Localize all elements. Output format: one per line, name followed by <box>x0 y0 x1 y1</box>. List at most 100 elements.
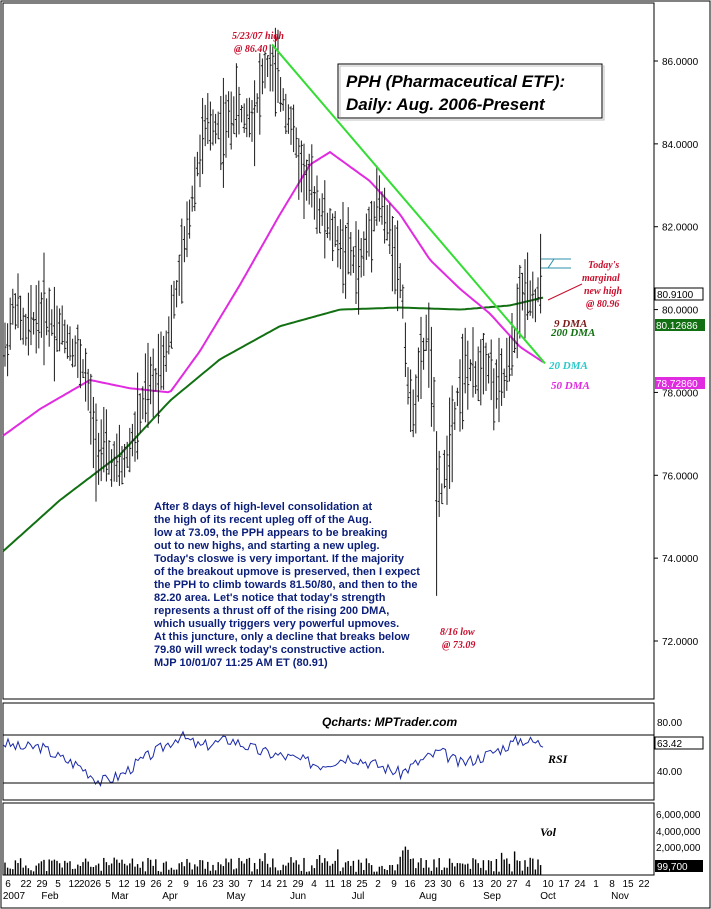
x-axis-day-label: 2026 <box>79 879 102 890</box>
downtrend-line <box>271 43 546 365</box>
x-axis-day-label: 6 <box>5 879 11 890</box>
x-axis-day-label: 30 <box>228 879 240 890</box>
x-axis-day-label: 24 <box>574 879 586 890</box>
commentary-line: low at 73.09, the PPH appears to be brea… <box>154 527 388 539</box>
price-panel <box>2 2 655 700</box>
x-axis-day-label: 29 <box>36 879 48 890</box>
x-axis-day-label: 12 <box>68 879 80 890</box>
x-axis-month-label: May <box>227 891 246 902</box>
x-axis-day-label: 9 <box>391 879 397 890</box>
x-axis-day-label: 2 <box>375 879 381 890</box>
rsi-line <box>2 730 544 787</box>
x-axis-day-label: 14 <box>260 879 272 890</box>
x-axis-day-label: 25 <box>356 879 368 890</box>
y-axis-tick-label: 78.0000 <box>662 388 699 399</box>
x-axis-month-label: Oct <box>540 891 556 902</box>
volume-value-tag: 99,700 <box>657 862 688 873</box>
commentary-line: represents a thrust off of the rising 20… <box>154 605 389 617</box>
x-axis-day-label: 22 <box>20 879 32 890</box>
volume-label: Vol <box>540 825 557 839</box>
trendline <box>271 43 546 365</box>
last-price-tag: 80.9100 <box>657 290 694 301</box>
vol-tick-2m: 2,000,000 <box>656 843 701 854</box>
x-axis-day-label: 15 <box>622 879 634 890</box>
rsi-series <box>2 730 544 787</box>
y-axis-tick-label: 82.0000 <box>662 223 699 234</box>
y-axis-tick-label: 72.0000 <box>662 637 699 648</box>
low-annotation-line2: @ 73.09 <box>442 640 475 651</box>
x-axis-month-label: Jul <box>352 891 365 902</box>
x-axis-day-label: 23 <box>212 879 224 890</box>
x-axis-month-label: Aug <box>419 891 437 902</box>
title-box <box>337 63 603 119</box>
newhigh-annotation-line1: Today's <box>588 260 619 271</box>
ma9-label: 9 DMA <box>554 318 587 330</box>
y-axis-tick-label: 84.0000 <box>662 140 699 151</box>
title-box-shadow <box>339 65 605 121</box>
rsi-value-tag-box <box>654 736 704 750</box>
x-axis-ticks: 6 22 29 5 12 2026 5 12 19 26 2 9 16 23 30 7 14 21 29 4 11 18 2… <box>3 879 650 902</box>
ma50-price-tag-box <box>655 377 705 389</box>
volume-bars <box>4 846 542 875</box>
ma50-series <box>2 150 544 437</box>
x-axis-day-label: 23 <box>424 879 436 890</box>
ma200-label: 200 DMA <box>550 327 595 339</box>
x-axis-day-label: 16 <box>196 879 208 890</box>
vol-tick-6m: 6,000,000 <box>656 810 701 821</box>
x-axis-day-label: 4 <box>525 879 531 890</box>
low-annotation-line1: 8/16 low <box>440 627 475 638</box>
x-axis-month-label: 2007 <box>3 891 26 902</box>
x-axis-day-label: 12 <box>118 879 130 890</box>
ma200-price-tag-box <box>655 319 705 331</box>
ma50-price-tag: 78.72860 <box>656 379 698 390</box>
x-axis-day-label: 30 <box>440 879 452 890</box>
x-axis-day-label: 16 <box>404 879 416 890</box>
commentary-block: After 8 days of high-level consolidation… <box>153 501 420 669</box>
x-axis-day-label: 27 <box>506 879 518 890</box>
newhigh-annotation-line2: marginal <box>582 273 620 284</box>
x-axis-day-label: 20 <box>490 879 502 890</box>
high-annotation-line2: @ 86.40 <box>234 44 267 55</box>
x-axis-day-label: 18 <box>340 879 352 890</box>
x-axis-day-label: 2 <box>167 879 173 890</box>
commentary-line: of the breakout upmove is preserved, the… <box>154 566 420 578</box>
x-axis-month-label: Sep <box>483 891 501 902</box>
x-axis-day-label: 17 <box>558 879 570 890</box>
high-annotation-line1: 5/23/07 high <box>232 31 284 42</box>
x-axis-month-label: Nov <box>611 891 629 902</box>
source-credit: Qcharts: MPTrader.com <box>322 715 457 729</box>
newhigh-arrow <box>547 283 583 301</box>
rsi-label: RSI <box>547 752 569 766</box>
rsi-tick-80: 80.00 <box>657 718 682 729</box>
last-price-tag-box <box>654 287 704 301</box>
y-axis-tick-label: 74.0000 <box>662 554 699 565</box>
x-axis-day-label: 7 <box>247 879 253 890</box>
volume-value-tag-box <box>655 860 703 872</box>
commentary-line: After 8 days of high-level consolidation… <box>154 501 373 513</box>
x-axis-day-label: 11 <box>325 879 336 890</box>
vol-tick-4m: 4,000,000 <box>656 827 701 838</box>
y-axis-ticks: 86.0000 84.0000 82.0000 80.0000 78.0000 76.00… <box>654 57 699 648</box>
commentary-line: At this juncture, only a decline that br… <box>154 631 410 643</box>
x-axis-day-label: 29 <box>292 879 304 890</box>
commentary-line: out to new highs, and starting a new upl… <box>154 540 380 552</box>
ma50-label: 50 DMA <box>551 380 590 392</box>
newhigh-annotation-line3: new high <box>584 286 623 297</box>
x-axis-day-label: 13 <box>472 879 484 890</box>
rsi-value-tag: 63.42 <box>657 739 682 750</box>
x-axis-day-label: 6 <box>459 879 465 890</box>
x-axis-day-label: 5 <box>55 879 61 890</box>
x-axis-month-label: Apr <box>162 891 178 902</box>
y-axis-tick-label: 86.0000 <box>662 57 699 68</box>
x-axis-month-label: Mar <box>111 891 129 902</box>
price-bars <box>3 27 543 596</box>
x-axis-day-label: 21 <box>276 879 288 890</box>
x-axis-day-label: 4 <box>311 879 317 890</box>
x-axis-day-label: 19 <box>134 879 146 890</box>
y-axis-tick-label: 80.0000 <box>662 306 699 317</box>
commentary-line: Today's closwe is very important. If the… <box>154 553 405 565</box>
y-axis-tick-label: 76.0000 <box>662 471 699 482</box>
x-axis-day-label: 5 <box>105 879 111 890</box>
